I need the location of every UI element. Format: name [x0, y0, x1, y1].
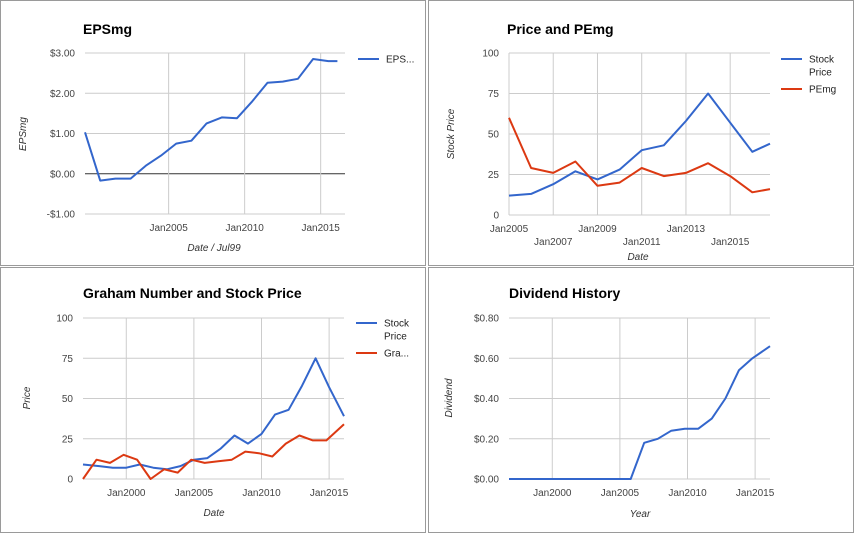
- y-tick-label: 25: [488, 170, 500, 181]
- x-tick-label: Jan2007: [534, 237, 573, 248]
- y-tick-label: $0.60: [474, 354, 499, 365]
- series-line: [84, 58, 338, 182]
- y-tick-label: 50: [488, 130, 500, 141]
- dividend-chart-panel: Dividend History $0.00 $0.20 $0.40 $0.60 $0.…: [428, 267, 854, 533]
- legend-label: PEmg: [809, 85, 836, 96]
- y-tick-label: $3.00: [50, 49, 75, 60]
- y-tick-label: 0: [67, 475, 73, 486]
- graham-chart: Graham Number and Stock Price 0 25 50 75 100…: [22, 285, 410, 519]
- x-tick-label: Jan2010: [242, 488, 281, 499]
- series-line: [509, 345, 771, 480]
- chart-title: EPSmg: [83, 21, 132, 37]
- x-tick-label: Jan2010: [668, 488, 707, 499]
- x-tick-label: Jan2000: [107, 488, 146, 499]
- series-line: [508, 117, 771, 194]
- y-axis-label: Dividend: [444, 378, 455, 417]
- y-tick-label: -$1.00: [47, 210, 76, 221]
- x-tick-label: Jan2005: [601, 488, 640, 499]
- x-tick-label: Jan2015: [301, 223, 340, 234]
- y-tick-label: $0.20: [474, 434, 499, 445]
- x-tick-label: Jan2013: [667, 224, 706, 235]
- x-axis-label: Year: [630, 509, 651, 520]
- chart-title: Dividend History: [509, 285, 620, 301]
- y-tick-label: 100: [56, 314, 73, 325]
- x-axis-label: Date / Jul99: [187, 243, 241, 254]
- series-line: [82, 357, 345, 471]
- x-tick-label: Jan2005: [149, 223, 188, 234]
- legend-label: Gra...: [384, 349, 409, 360]
- x-axis-label: Date: [203, 508, 225, 519]
- y-tick-label: 75: [488, 89, 500, 100]
- x-tick-label: Jan2011: [623, 237, 661, 248]
- y-tick-label: 75: [62, 354, 74, 365]
- y-tick-label: $0.80: [474, 314, 499, 325]
- legend-label: Stock Price: [809, 55, 835, 79]
- y-axis-label: Stock Price: [446, 108, 457, 159]
- x-tick-label: Jan2005: [490, 224, 529, 235]
- graham-chart-panel: Graham Number and Stock Price 0 25 50 75 100…: [0, 267, 426, 533]
- y-axis-label: EPSmg: [18, 117, 29, 151]
- chart-title: Graham Number and Stock Price: [83, 285, 302, 301]
- price-pe-chart-panel: Price and PEmg 0 25 50 75 100 Jan2005 Jan2007…: [428, 0, 854, 266]
- y-tick-label: $0.00: [474, 475, 499, 486]
- y-tick-label: $2.00: [50, 89, 75, 100]
- x-tick-label: Jan2015: [711, 237, 750, 248]
- price-pe-chart: Price and PEmg 0 25 50 75 100 Jan2005 Jan2007…: [446, 21, 836, 263]
- chart-title: Price and PEmg: [507, 21, 614, 37]
- series-line: [508, 92, 771, 197]
- x-tick-label: Jan2015: [736, 488, 775, 499]
- series-line: [82, 423, 345, 480]
- x-tick-label: Jan2009: [578, 224, 617, 235]
- y-tick-label: 100: [482, 49, 499, 60]
- y-tick-label: $0.00: [50, 169, 75, 180]
- y-tick-label: $1.00: [50, 129, 75, 140]
- y-tick-label: 0: [493, 211, 499, 222]
- x-axis-label: Date: [627, 252, 649, 263]
- dividend-chart: Dividend History $0.00 $0.20 $0.40 $0.60 $0.…: [444, 285, 775, 520]
- x-tick-label: Jan2015: [310, 488, 349, 499]
- x-tick-label: Jan2000: [533, 488, 572, 499]
- x-tick-label: Jan2005: [175, 488, 214, 499]
- y-tick-label: 50: [62, 394, 74, 405]
- eps-chart: EPSmg -$1.00 $0.00 $1.00 $2.00 $3.00 Jan2005…: [18, 21, 414, 254]
- legend-label: EPS...: [386, 55, 414, 66]
- legend-label: Stock Price: [384, 319, 410, 343]
- y-tick-label: $0.40: [474, 394, 499, 405]
- y-tick-label: 25: [62, 434, 74, 445]
- x-tick-label: Jan2010: [225, 223, 264, 234]
- y-axis-label: Price: [22, 386, 33, 409]
- eps-chart-panel: EPSmg -$1.00 $0.00 $1.00 $2.00 $3.00 Jan2005…: [0, 0, 426, 266]
